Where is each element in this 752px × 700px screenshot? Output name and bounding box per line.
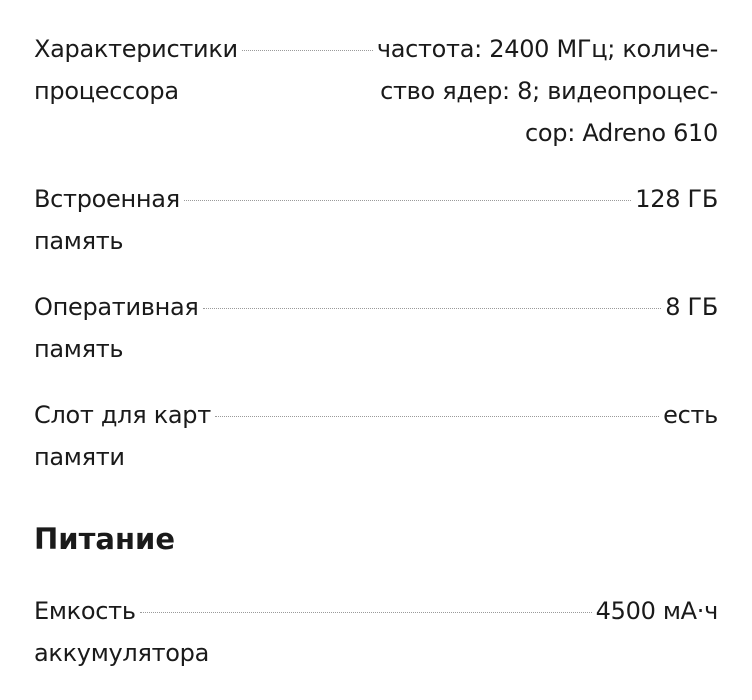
spec-label: аккумулятора [34, 639, 209, 667]
spec-label: память [34, 227, 124, 255]
spec-line: память [34, 220, 718, 262]
spec-label: памяти [34, 443, 125, 471]
spec-line: память [34, 328, 718, 370]
section-heading-power: Питание [34, 522, 175, 556]
spec-row: Слот для карт есть памяти [34, 394, 718, 478]
dotted-leader [202, 308, 662, 309]
spec-line: Встроенная 128 ГБ [34, 178, 718, 220]
spec-line: процессора ство ядер: 8; видеопроцес- [34, 70, 718, 112]
spec-label: память [34, 335, 124, 363]
spec-row: Встроенная 128 ГБ память [34, 178, 718, 262]
spec-line: Характеристики частота: 2400 МГц; количе- [34, 28, 718, 70]
spec-label: Емкость [34, 597, 136, 625]
dotted-leader [241, 50, 373, 51]
spec-label: Встроенная [34, 185, 180, 213]
spec-value: сор: Adreno 610 [525, 119, 718, 147]
spec-line: Слот для карт есть [34, 394, 718, 436]
spec-label: Оперативная [34, 293, 199, 321]
spec-label: Характеристики [34, 35, 238, 63]
spec-row: Емкость 4500 мА·ч аккумулятора [34, 590, 718, 674]
spec-value: 128 ГБ [635, 185, 718, 213]
spec-line: аккумулятора [34, 632, 718, 674]
spec-value: ство ядер: 8; видеопроцес- [380, 77, 718, 105]
spec-value: 8 ГБ [665, 293, 718, 321]
spec-line: Оперативная 8 ГБ [34, 286, 718, 328]
spec-value: частота: 2400 МГц; количе- [376, 35, 718, 63]
dotted-leader [183, 200, 632, 201]
dotted-leader [214, 416, 660, 417]
spec-line: памяти [34, 436, 718, 478]
spec-value: есть [663, 401, 718, 429]
spec-label: Слот для карт [34, 401, 211, 429]
spec-line: сор: Adreno 610 [34, 112, 718, 154]
spec-row: Характеристики частота: 2400 МГц; количе-… [34, 28, 718, 154]
spec-line: Емкость 4500 мА·ч [34, 590, 718, 632]
dotted-leader [139, 612, 592, 613]
spec-label: процессора [34, 77, 179, 105]
spec-row: Оперативная 8 ГБ память [34, 286, 718, 370]
spec-value: 4500 мА·ч [595, 597, 719, 625]
